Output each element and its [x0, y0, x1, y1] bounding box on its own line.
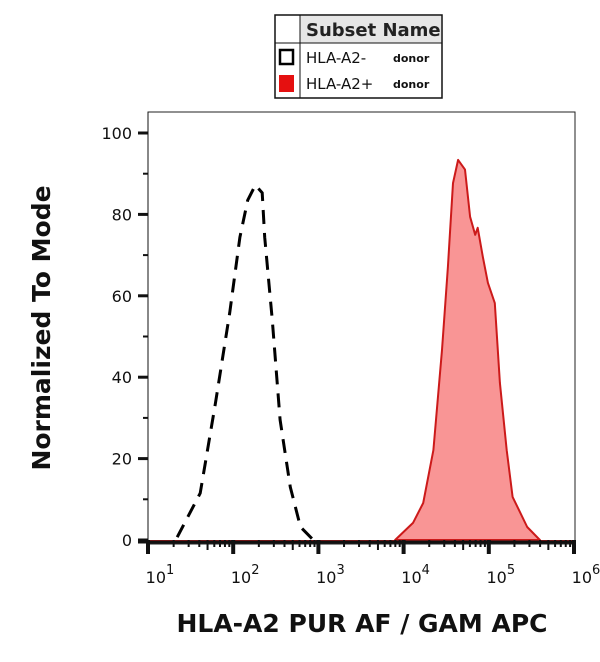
x-tick-label: 103 [316, 563, 345, 587]
x-tick-exponent: 6 [592, 563, 600, 578]
legend-entry-hla-a2-pos: HLA-A2+ [306, 75, 373, 93]
y-tick-label: 100 [101, 124, 132, 143]
legend-entry-hla-a2-neg: HLA-A2- [306, 49, 366, 67]
legend: Subset Name HLA-A2- donor HLA-A2+ donor [274, 14, 443, 99]
x-tick-exponent: 4 [422, 563, 430, 578]
y-tick-label: 40 [112, 368, 132, 387]
x-tick-base: 10 [401, 568, 421, 587]
x-tick-label: 101 [146, 563, 175, 587]
x-tick-label: 102 [231, 563, 260, 587]
legend-entry-suffix: donor [393, 52, 430, 65]
x-tick-base: 10 [486, 568, 506, 587]
series-hla-a2-pos-area [394, 158, 541, 541]
legend-header: Subset Name [306, 20, 441, 41]
x-tick-base: 10 [146, 568, 166, 587]
x-axis-title: HLA-A2 PUR AF / GAM APC [176, 609, 547, 638]
legend-swatch-hla-a2-neg [278, 48, 295, 66]
x-tick-exponent: 1 [166, 563, 174, 578]
x-tick-exponent: 2 [251, 563, 259, 578]
legend-swatch-hla-a2-pos [279, 75, 294, 92]
x-tick-label: 104 [401, 563, 430, 587]
x-tick-base: 10 [316, 568, 336, 587]
y-tick-label: 20 [112, 450, 132, 469]
y-tick-label: 60 [112, 287, 132, 306]
y-tick-label: 80 [112, 205, 132, 224]
x-tick-label: 106 [572, 563, 600, 587]
series-hla-a2-neg-line [175, 182, 315, 542]
legend-header-bg [300, 16, 441, 43]
y-tick-label: 0 [122, 531, 132, 550]
x-tick-base: 10 [231, 568, 251, 587]
x-tick-label: 105 [486, 563, 515, 587]
x-tick-base: 10 [572, 568, 592, 587]
x-tick-exponent: 5 [507, 563, 515, 578]
x-tick-exponent: 3 [336, 563, 344, 578]
y-axis-title: Normalized To Mode [27, 185, 56, 470]
legend-entry-suffix: donor [393, 78, 430, 91]
